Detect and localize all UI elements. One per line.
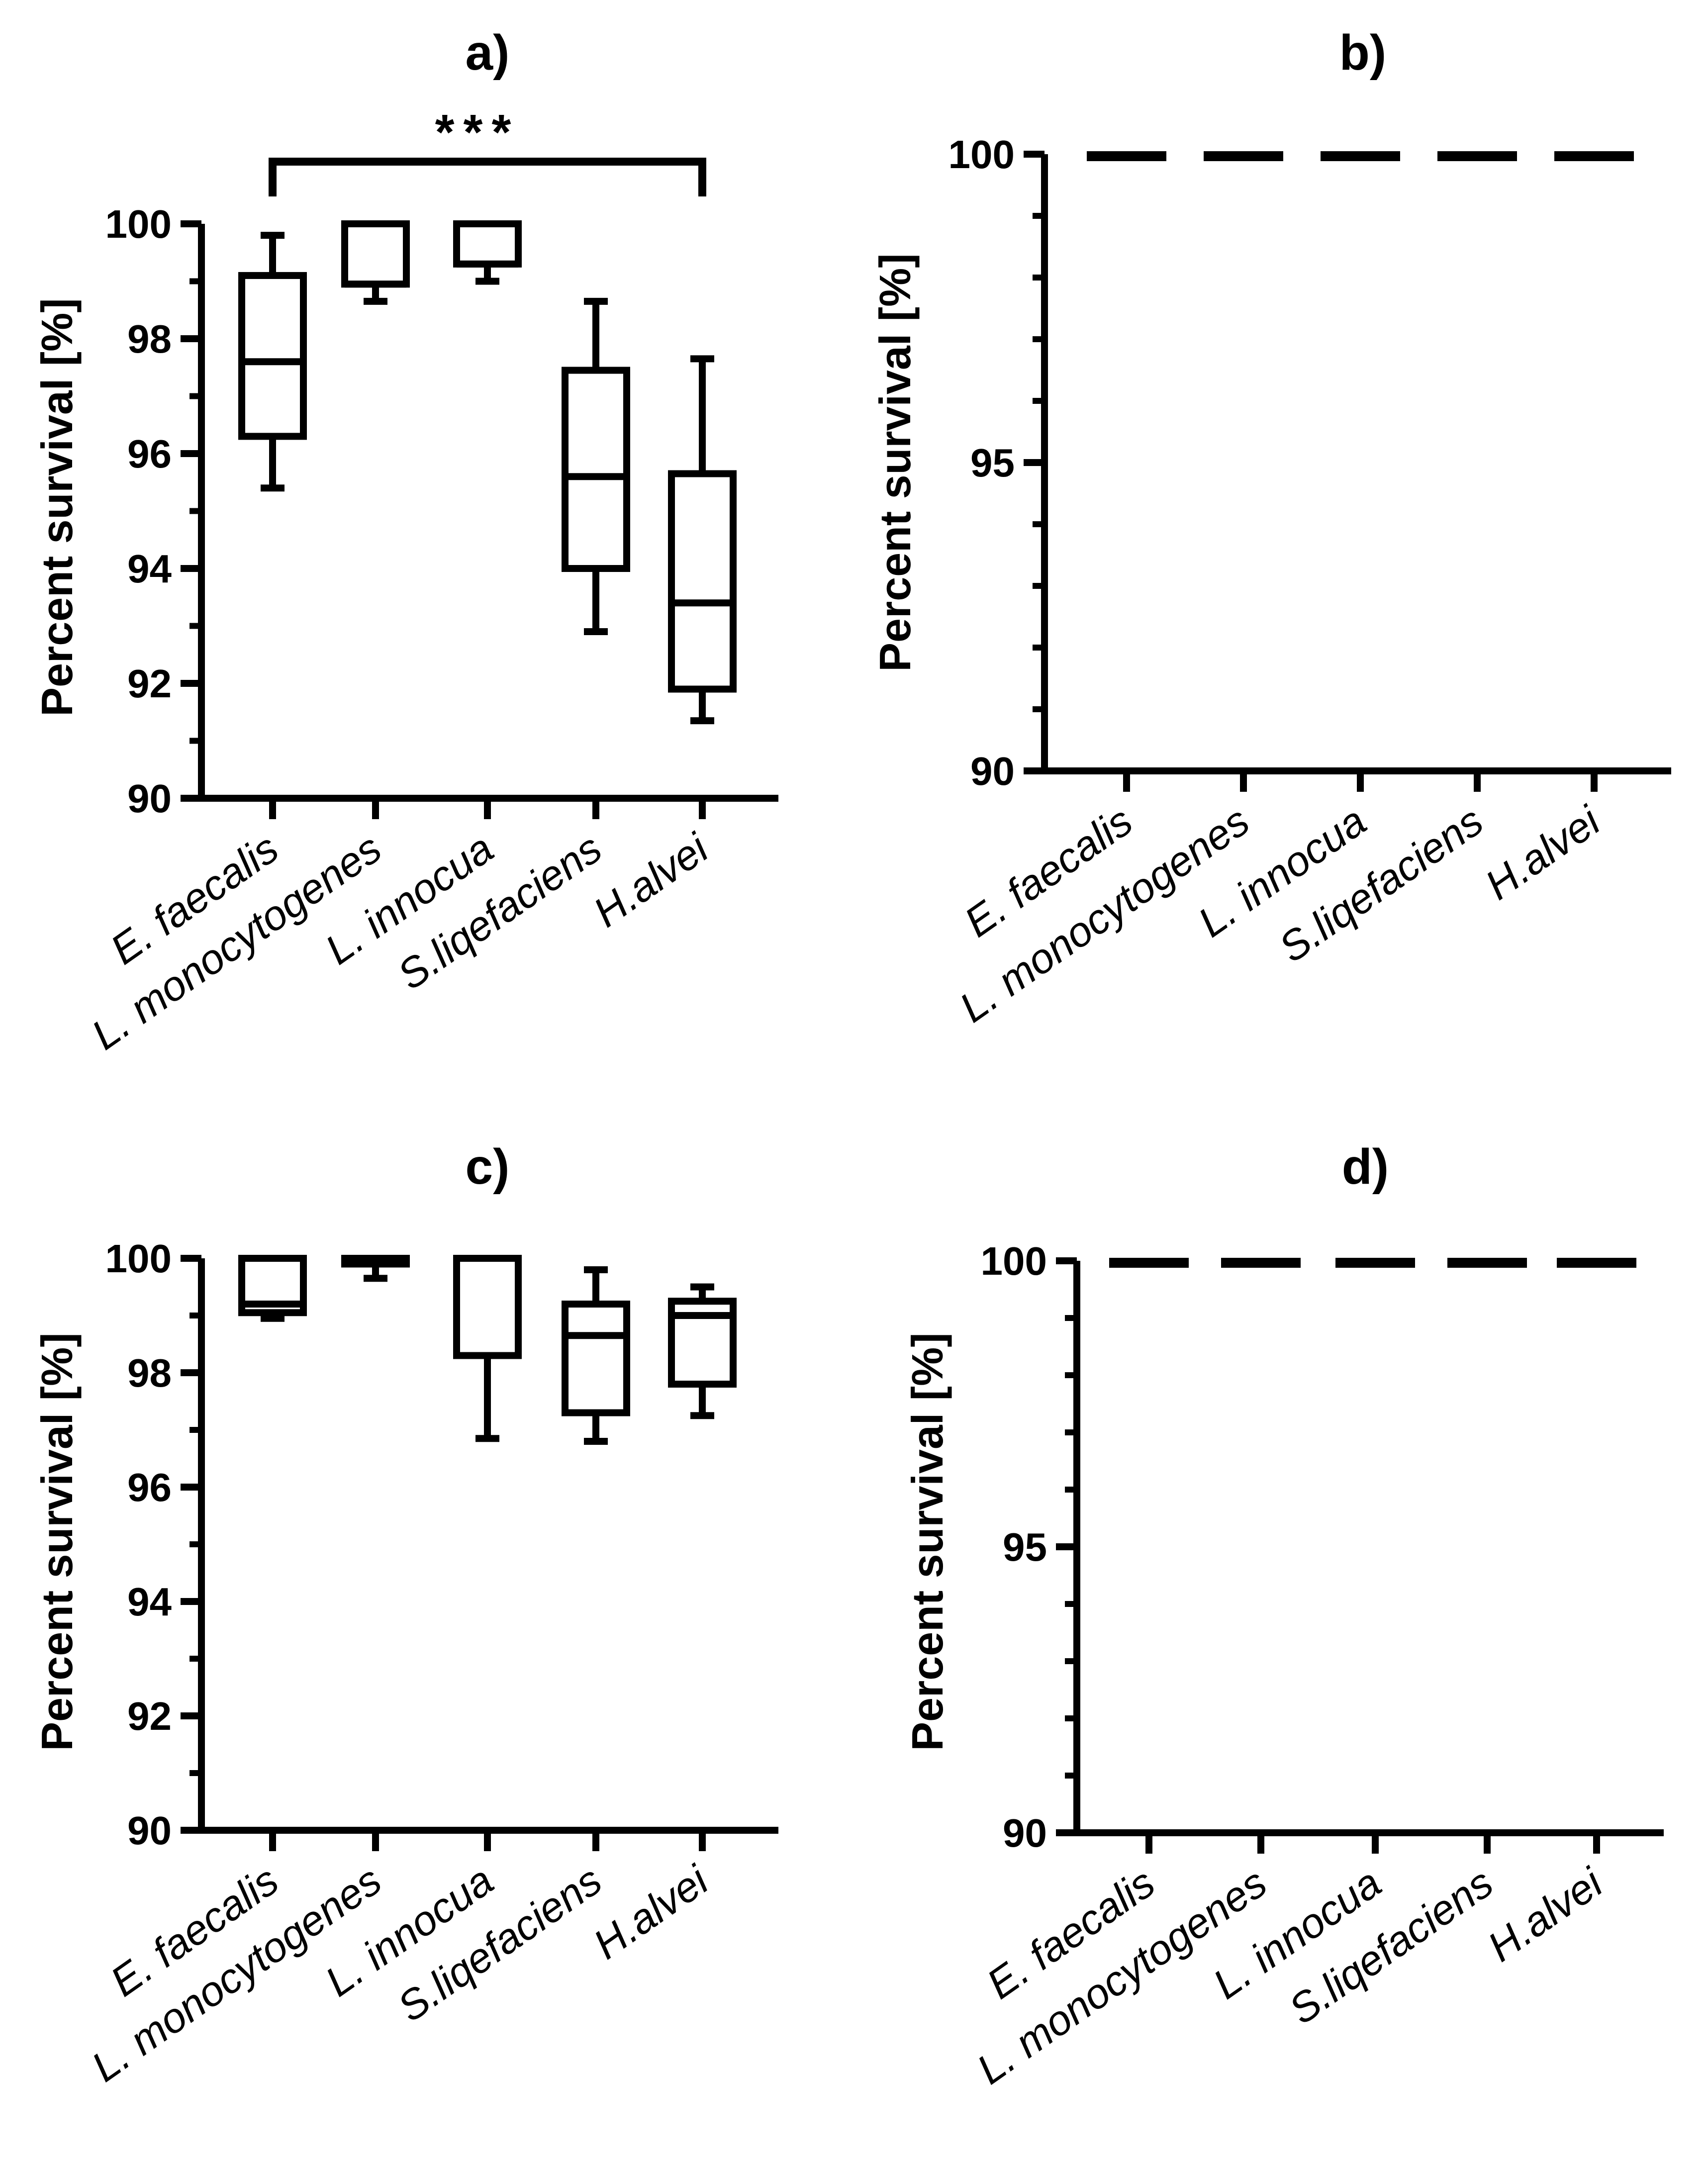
panel-a-y-tick-label: 94 [127, 547, 172, 591]
box-iqr [562, 367, 630, 572]
panel-c-y-tick-label: 96 [127, 1465, 172, 1509]
panel-a-box-3 [562, 297, 630, 636]
panel-c-y-tick-label: 90 [127, 1808, 172, 1853]
panel-b-y-tick-label: 90 [970, 749, 1015, 793]
box-iqr [341, 220, 410, 288]
panel-c-box-2 [453, 1255, 522, 1442]
panel-c-y-tick-label: 98 [127, 1351, 172, 1395]
panel-d-y-tick-label: 100 [981, 1239, 1047, 1283]
panel-a-y-axis-label: Percent survival [%] [32, 298, 82, 716]
panel-c-y-axis-label: Percent survival [%] [32, 1332, 82, 1751]
panel-c-y-tick-label: 94 [127, 1580, 172, 1624]
panel-c-y-tick-label: 100 [105, 1236, 172, 1281]
panel-b-title: b) [1339, 25, 1386, 81]
panel-c-box-0 [238, 1255, 307, 1322]
significance-bracket [269, 158, 706, 196]
box-iqr [562, 1301, 630, 1416]
panel-d-y-axis-label: Percent survival [%] [903, 1332, 952, 1751]
panel-d-title: d) [1342, 1139, 1389, 1195]
panel-d-y-tick-label: 90 [1003, 1811, 1047, 1855]
panel-b-y-tick-label: 95 [970, 441, 1015, 485]
panel-a-y-tick-label: 90 [127, 776, 172, 821]
panel-b-y-axis-label: Percent survival [%] [870, 253, 920, 671]
panel-b-y-tick-label: 100 [949, 132, 1015, 177]
panel-d-y-tick-label: 95 [1003, 1525, 1047, 1569]
panel-a-box-1 [341, 220, 410, 305]
panel-c-box-4 [668, 1283, 737, 1419]
panel-a-box-2 [453, 220, 522, 285]
panel-a-y-tick-label: 96 [127, 432, 172, 476]
panel-a-box-4 [668, 355, 737, 725]
panel-a-y-tick-label: 98 [127, 317, 172, 361]
panel-c-box-1 [341, 1255, 410, 1282]
panel-a-box-0 [238, 232, 307, 492]
panel-a-y-tick-label: 92 [127, 661, 172, 706]
panel-a-title: a) [466, 25, 510, 81]
panel-c-y-tick-label: 92 [127, 1694, 172, 1738]
panel-c-box-3 [562, 1266, 630, 1445]
box-iqr [453, 1255, 522, 1359]
panel-c-title: c) [466, 1139, 510, 1195]
box-iqr [238, 272, 307, 440]
significance-label: *** [435, 104, 520, 160]
panel-a-y-tick-label: 100 [105, 202, 172, 246]
box-iqr [668, 470, 737, 693]
box-iqr [453, 220, 522, 268]
